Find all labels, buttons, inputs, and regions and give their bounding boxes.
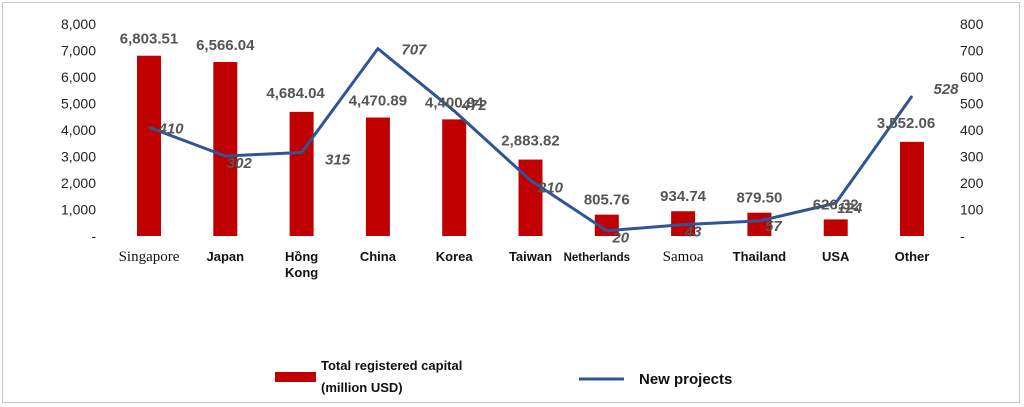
line-point xyxy=(835,202,837,204)
right-tick-label: 400 xyxy=(960,122,984,138)
line-point xyxy=(224,155,226,157)
line-point xyxy=(682,224,684,226)
bar xyxy=(289,111,314,236)
right-tick-label: 800 xyxy=(960,16,984,32)
bar-value-label: 4,470.89 xyxy=(349,93,407,110)
left-tick-label: 1,000 xyxy=(61,202,96,218)
bar-value-label: 934.74 xyxy=(660,188,707,205)
bar xyxy=(442,119,467,236)
category-label: USA xyxy=(822,249,850,264)
right-axis-ticks: - 100 200 300 400 500 600 700 800 xyxy=(960,16,984,244)
bar-value-label: 3,552.06 xyxy=(877,115,935,132)
line-value-label: 410 xyxy=(157,120,184,137)
category-label: China xyxy=(360,249,397,264)
right-tick-label: 300 xyxy=(960,149,984,165)
line-value-label: 472 xyxy=(461,97,488,114)
category-label: Thailand xyxy=(733,249,787,264)
right-tick-label: 200 xyxy=(960,175,984,191)
category-label: Japan xyxy=(207,249,245,264)
line-point xyxy=(453,110,455,112)
bar-value-label: 2,883.82 xyxy=(501,133,559,150)
bar-value-label: 6,803.51 xyxy=(120,31,178,48)
bar-value-label: 805.76 xyxy=(584,192,630,209)
line-point xyxy=(301,152,303,154)
legend-bar-label-line2: (million USD) xyxy=(321,380,403,395)
category-label: Singapore xyxy=(119,249,180,265)
category-label: Other xyxy=(895,249,930,264)
left-tick-label: 8,000 xyxy=(61,16,96,32)
category-label: Korea xyxy=(436,249,474,264)
legend-bar-label-line1: Total registered capital xyxy=(321,358,462,373)
left-tick-label: 7,000 xyxy=(61,43,96,59)
left-tick-label: 2,000 xyxy=(61,175,96,191)
legend: Total registered capital (million USD) N… xyxy=(275,358,732,395)
line-value-label: 302 xyxy=(227,155,253,172)
line-value-label: 43 xyxy=(684,224,702,241)
line-point xyxy=(530,179,531,181)
left-tick-label: 6,000 xyxy=(61,69,96,85)
category-label: Samoa xyxy=(663,249,704,265)
bar xyxy=(213,61,238,236)
bar-value-label: 4,684.04 xyxy=(266,85,325,102)
bar-series xyxy=(137,55,924,236)
line-point xyxy=(377,48,379,50)
bar xyxy=(823,219,848,236)
left-tick-label: 5,000 xyxy=(61,96,96,112)
left-axis-ticks: - 1,000 2,000 3,000 4,000 5,000 6,000 7,000 8,00… xyxy=(61,16,96,244)
right-tick-label: 500 xyxy=(960,96,984,112)
bar-value-label: 879.50 xyxy=(736,190,782,207)
category-labels: Singapore Japan Hồng Kong China Korea Taiwan Ne… xyxy=(119,249,930,280)
line-point xyxy=(606,230,608,232)
right-tick-label: 100 xyxy=(960,202,984,218)
line-value-label: 528 xyxy=(933,81,959,98)
right-tick-label: - xyxy=(960,228,965,244)
bar xyxy=(365,117,390,236)
bar-value-label: 6,566.04 xyxy=(196,37,255,54)
bar-value-label: 4,400.94 xyxy=(425,94,484,111)
left-tick-label: 4,000 xyxy=(61,122,96,138)
line-value-label: 315 xyxy=(325,152,351,169)
legend-bar-swatch xyxy=(275,372,316,382)
category-label: Hồng Kong xyxy=(285,249,318,280)
line-value-label: 20 xyxy=(611,230,629,247)
left-tick-label: 3,000 xyxy=(61,149,96,165)
line-point xyxy=(911,95,913,97)
line-value-label: 707 xyxy=(401,42,427,59)
line-value-label: 210 xyxy=(537,179,564,196)
bar-data-labels: 6,803.51 6,566.04 4,684.04 4,470.89 4,400.94… xyxy=(120,31,935,214)
line-point xyxy=(758,220,760,222)
chart-frame: - 1,000 2,000 3,000 4,000 5,000 6,000 7,000 8,00… xyxy=(2,2,1020,403)
right-tick-label: 600 xyxy=(960,69,984,85)
legend-line-label: New projects xyxy=(639,371,732,388)
bar xyxy=(137,55,161,236)
bar-value-label: 626.32 xyxy=(813,196,859,213)
combo-chart: - 1,000 2,000 3,000 4,000 5,000 6,000 7,000 8,00… xyxy=(61,16,984,395)
line-value-label: 124 xyxy=(837,200,863,217)
line-series xyxy=(148,47,914,233)
line-data-labels: 410 302 315 707 472 210 20 43 57 124 528 xyxy=(157,42,959,247)
bar xyxy=(900,141,924,236)
line-point xyxy=(148,126,150,128)
category-label: Taiwan xyxy=(509,249,552,264)
category-label: Netherlands xyxy=(564,252,630,264)
line-value-label: 57 xyxy=(765,218,782,235)
right-tick-label: 700 xyxy=(960,43,984,59)
left-tick-label: - xyxy=(91,228,96,244)
